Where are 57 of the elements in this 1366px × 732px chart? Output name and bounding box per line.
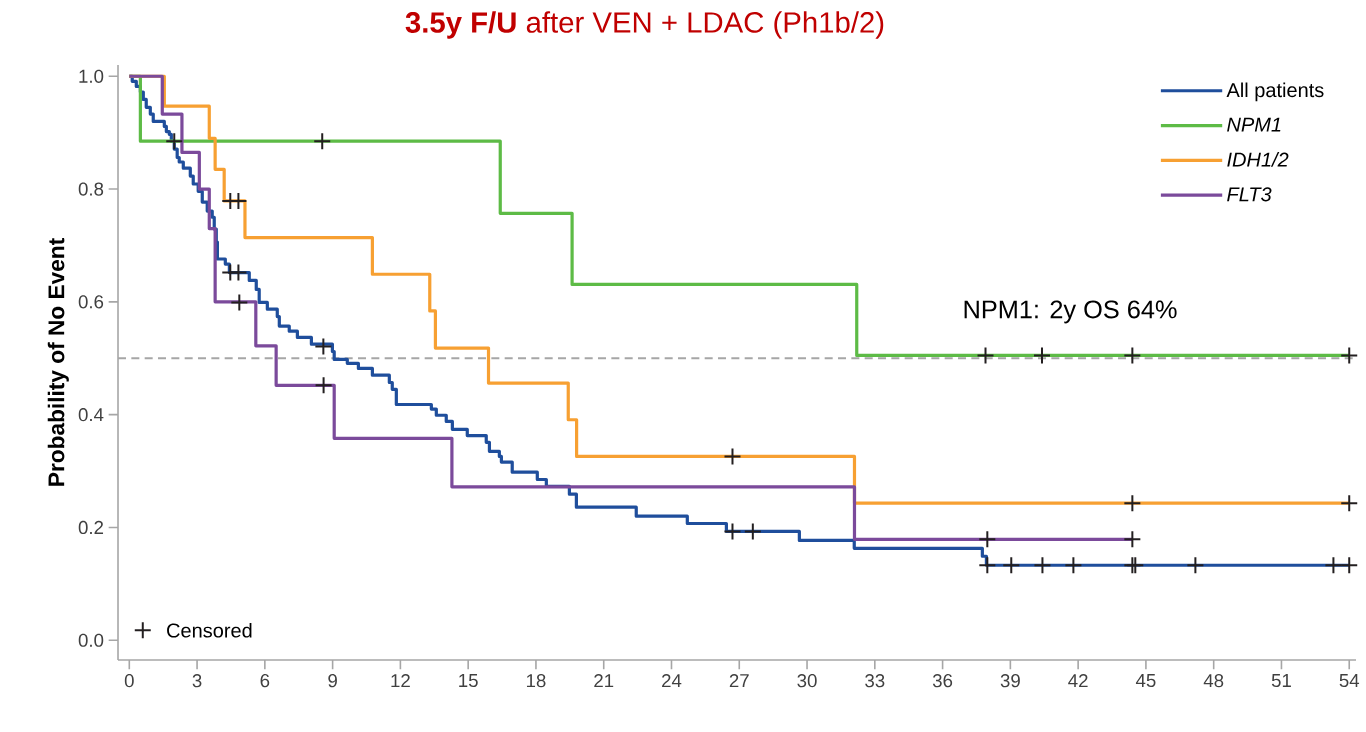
x-tick-label: 18 [526, 674, 546, 688]
point [1123, 494, 1142, 513]
point [723, 522, 742, 541]
chart-title: 3.5y F/U after VEN + LDAC (Ph1b/2) [405, 11, 884, 39]
x-tick-label: 33 [865, 674, 885, 688]
x-tick-label: 15 [459, 674, 478, 688]
point [313, 132, 332, 151]
x-tick-label: 3 [192, 674, 202, 688]
point [314, 337, 333, 356]
x-tick-label: 42 [1068, 674, 1088, 688]
point [1123, 346, 1142, 365]
x-tick-label: 12 [391, 674, 410, 688]
x-tick-label: 36 [932, 674, 953, 688]
x-tick-label: 45 [1135, 674, 1156, 688]
x-tick-label: 24 [662, 674, 682, 688]
y-tick-label: 0.0 [78, 633, 104, 647]
x-tick-label: 27 [729, 674, 749, 688]
point [723, 447, 742, 466]
annotation: NPM1: 2y OS 64% [964, 300, 1177, 324]
point [976, 346, 995, 365]
x-tick-label: 54 [1339, 674, 1360, 688]
point [1324, 556, 1343, 575]
point [1064, 556, 1083, 575]
point [1186, 556, 1205, 575]
x-tick-label: 48 [1203, 674, 1224, 688]
point [743, 522, 762, 541]
x-tick-label: 9 [328, 674, 337, 688]
y-axis-title: Probability of No Event [47, 238, 69, 486]
y-tick-label: 0.8 [78, 182, 104, 196]
y-tick-label: 0.2 [78, 520, 104, 535]
x-tick-label: 51 [1271, 674, 1291, 688]
point [1032, 346, 1051, 365]
x-tick-label: 39 [1000, 674, 1020, 688]
x-tick-label: 0 [124, 674, 134, 688]
point [1123, 530, 1142, 549]
point [1002, 556, 1021, 575]
legend-label: Censored [167, 622, 252, 638]
x-tick-label: 21 [594, 674, 614, 688]
point [1340, 494, 1359, 513]
point [978, 556, 997, 575]
point [1340, 346, 1359, 365]
legend-label: All patients [1226, 82, 1324, 102]
y-tick-label: 0.4 [78, 408, 104, 422]
x-tick-label: 6 [260, 674, 270, 688]
point [165, 132, 184, 151]
point [229, 263, 248, 282]
legend-label: NPM1 [1227, 117, 1281, 132]
point [1340, 556, 1359, 575]
y-tick-label: 1.0 [79, 69, 104, 83]
point [314, 376, 333, 395]
point [1033, 556, 1052, 575]
x-tick-label: 30 [797, 674, 817, 688]
point [978, 530, 997, 549]
legend-label: IDH1/2 [1227, 152, 1289, 167]
legend-label: FLT3 [1227, 187, 1272, 202]
point [230, 293, 249, 312]
y-tick-label: 0.6 [78, 295, 104, 309]
